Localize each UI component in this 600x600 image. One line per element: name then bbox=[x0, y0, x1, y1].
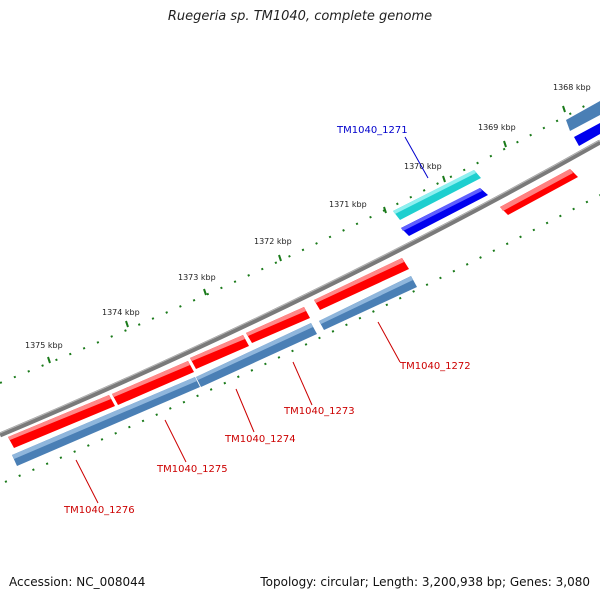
inner-tick-ring bbox=[4, 194, 600, 483]
gene-label-1271[interactable]: TM1040_1271 bbox=[336, 125, 408, 136]
gene-label-1273[interactable]: TM1040_1273 bbox=[283, 406, 355, 417]
tick-label-1375: 1375 kbp bbox=[25, 341, 63, 350]
label-connectors bbox=[75, 136, 429, 504]
accession-text: Accession: NC_008044 bbox=[9, 575, 146, 589]
cds-1276[interactable] bbox=[12, 377, 200, 466]
feature-right-top[interactable] bbox=[566, 101, 600, 146]
map-title: Ruegeria sp. TM1040, complete genome bbox=[167, 9, 433, 24]
gene-1273[interactable] bbox=[246, 307, 310, 343]
gene-1274[interactable] bbox=[190, 335, 249, 369]
tick-label-1369: 1369 kbp bbox=[478, 123, 516, 132]
gene-1275[interactable] bbox=[112, 361, 194, 405]
tick-label-1368: 1368 kbp bbox=[553, 83, 591, 92]
gene-1272[interactable] bbox=[314, 258, 409, 310]
tick-label-1371: 1371 kbp bbox=[329, 200, 367, 209]
gene-1271-highlight[interactable] bbox=[393, 170, 481, 220]
feature-right-red[interactable] bbox=[500, 169, 578, 215]
tick-label-1370: 1370 kbp bbox=[404, 162, 442, 171]
cds-1272[interactable] bbox=[319, 276, 417, 330]
gene-1276[interactable] bbox=[8, 395, 115, 448]
tick-label-1374: 1374 kbp bbox=[102, 308, 140, 317]
gene-label-1272[interactable]: TM1040_1272 bbox=[399, 361, 471, 372]
genome-backbone bbox=[0, 139, 600, 438]
tick-label-1373: 1373 kbp bbox=[178, 273, 216, 282]
gene-label-1274[interactable]: TM1040_1274 bbox=[224, 434, 296, 445]
gene-1271-cds[interactable] bbox=[401, 188, 488, 236]
gene-label-1275[interactable]: TM1040_1275 bbox=[156, 464, 228, 475]
major-ticks bbox=[47, 105, 566, 364]
gene-label-1276[interactable]: TM1040_1276 bbox=[63, 505, 135, 516]
outer-tick-ring bbox=[0, 102, 591, 384]
genome-summary: Topology: circular; Length: 3,200,938 bp… bbox=[260, 575, 590, 589]
cds-1273-1275[interactable] bbox=[196, 323, 317, 387]
tick-label-1372: 1372 kbp bbox=[254, 237, 292, 246]
